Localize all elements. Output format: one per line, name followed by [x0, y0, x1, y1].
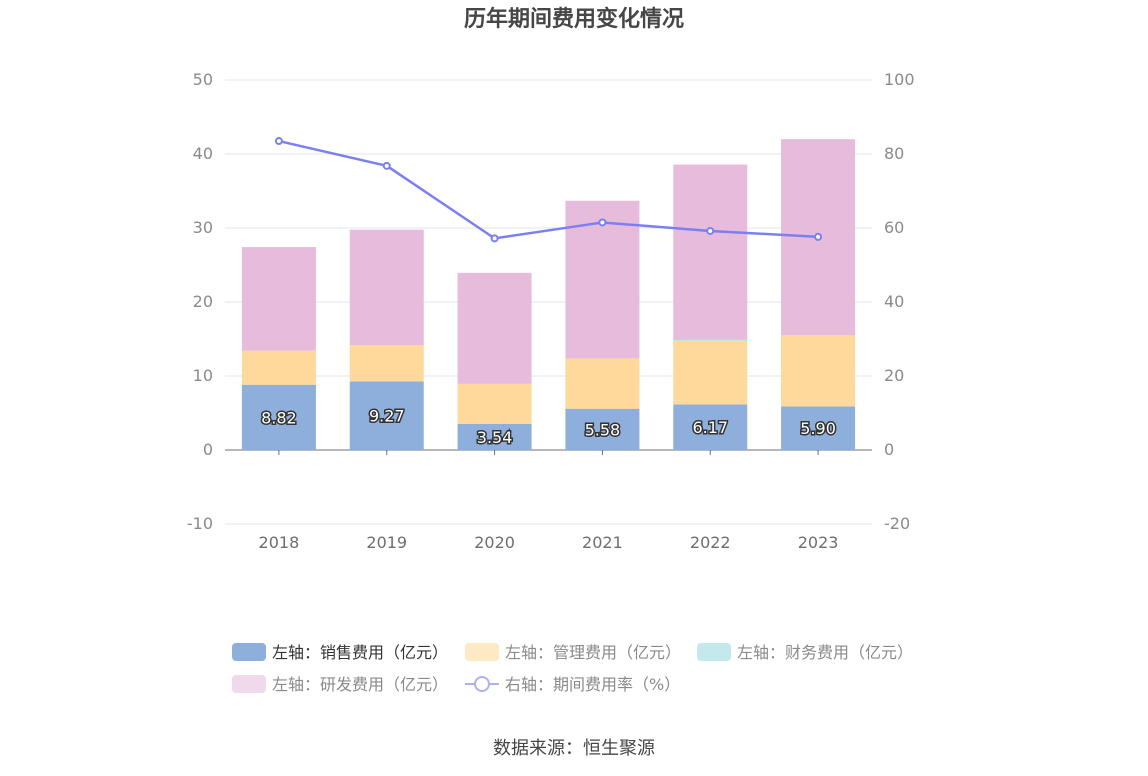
bar-2020-series-1 — [457, 383, 532, 424]
bar-2022-series-3 — [673, 164, 748, 340]
legend: 左轴：销售费用（亿元） 左轴：管理费用（亿元） 左轴：财务费用（亿元） 左轴：研发费用… — [232, 643, 913, 694]
bar-value-label: 8.82 — [261, 408, 297, 427]
y-right-tick-label: 60 — [884, 218, 904, 237]
legend-swatch — [232, 643, 266, 661]
legend-label: 右轴：期间费用率（%） — [505, 675, 680, 694]
y-left-tick-label: 10 — [193, 366, 213, 385]
bar-value-label: 3.54 — [477, 428, 513, 447]
x-tick-label: 2021 — [582, 533, 623, 552]
bar-2019-series-1 — [349, 345, 424, 382]
rate-line-path — [278, 139, 819, 240]
bar-value-label: 6.17 — [692, 418, 728, 437]
bar-2021-series-0 — [565, 408, 640, 450]
rate-line-point — [598, 218, 607, 227]
legend-item: 左轴：销售费用（亿元） — [232, 643, 448, 662]
rate-line — [274, 137, 823, 243]
x-tick-label: 2020 — [474, 533, 515, 552]
rate-line-point — [490, 234, 499, 243]
legend-item: 右轴：期间费用率（%） — [465, 675, 680, 694]
bar-2023-series-0 — [781, 406, 856, 450]
legend-item: 左轴：管理费用（亿元） — [465, 643, 681, 662]
legend-item: 左轴：财务费用（亿元） — [697, 643, 913, 662]
x-tick-label: 2023 — [798, 533, 839, 552]
y-left-tick-label: -10 — [187, 514, 213, 533]
bar-2019-series-0 — [349, 381, 424, 450]
y-left-tick-label: 0 — [203, 440, 213, 459]
bar-2021-series-1 — [565, 358, 640, 409]
bar-2019-series-3 — [349, 229, 424, 346]
rate-line-point — [274, 137, 283, 146]
bar-2022-series-0 — [673, 404, 748, 450]
bar-2020-series-3 — [457, 272, 532, 384]
bar-2018-series-3 — [241, 247, 316, 351]
rate-line-point — [814, 232, 823, 241]
grid — [225, 79, 872, 525]
rate-line-point — [382, 161, 391, 170]
y-axis-right: 100 80 60 40 20 0 -20 — [884, 70, 915, 533]
x-tick-label: 2019 — [366, 533, 407, 552]
bar-2022-series-1 — [673, 340, 748, 405]
y-left-tick-label: 50 — [193, 70, 213, 89]
y-left-tick-label: 20 — [193, 292, 213, 311]
legend-label: 左轴：财务费用（亿元） — [737, 643, 913, 662]
y-left-tick-label: 30 — [193, 218, 213, 237]
bar-2023-series-1 — [781, 335, 856, 407]
y-left-tick-label: 40 — [193, 144, 213, 163]
x-axis: 2018 2019 2020 2021 2022 2023 — [225, 449, 872, 552]
y-right-tick-label: 40 — [884, 292, 904, 311]
y-axis-left: 50 40 30 20 10 0 -10 — [187, 70, 213, 533]
y-right-tick-label: -20 — [884, 514, 910, 533]
bar-2018-series-0 — [241, 384, 316, 450]
y-right-tick-label: 100 — [884, 70, 915, 89]
legend-swatch — [232, 675, 266, 693]
bar-2020-series-0 — [457, 423, 532, 450]
legend-circle-icon — [474, 676, 490, 692]
legend-label: 左轴：管理费用（亿元） — [505, 643, 681, 662]
legend-label: 左轴：研发费用（亿元） — [272, 675, 448, 694]
bar-value-label: 5.90 — [800, 419, 836, 438]
legend-label: 左轴：销售费用（亿元） — [272, 643, 448, 662]
bar-value-label: 5.58 — [585, 420, 621, 439]
y-right-tick-label: 80 — [884, 144, 904, 163]
legend-swatch — [697, 643, 731, 661]
chart-title: 历年期间费用变化情况 — [464, 6, 684, 32]
y-right-tick-label: 20 — [884, 366, 904, 385]
bar-2018-series-1 — [241, 350, 316, 385]
x-tick-label: 2022 — [690, 533, 731, 552]
data-source: 数据来源：恒生聚源 — [493, 738, 655, 759]
y-right-tick-label: 0 — [884, 440, 894, 459]
rate-line-point — [706, 226, 715, 235]
bars: 8.82 9.27 3.54 5.58 6.17 5.90 — [241, 139, 856, 450]
x-tick-label: 2018 — [259, 533, 300, 552]
bar-value-label: 9.27 — [369, 407, 405, 426]
bar-2022-series-2 — [673, 339, 748, 341]
legend-item: 左轴：研发费用（亿元） — [232, 675, 448, 694]
legend-swatch — [465, 643, 499, 661]
